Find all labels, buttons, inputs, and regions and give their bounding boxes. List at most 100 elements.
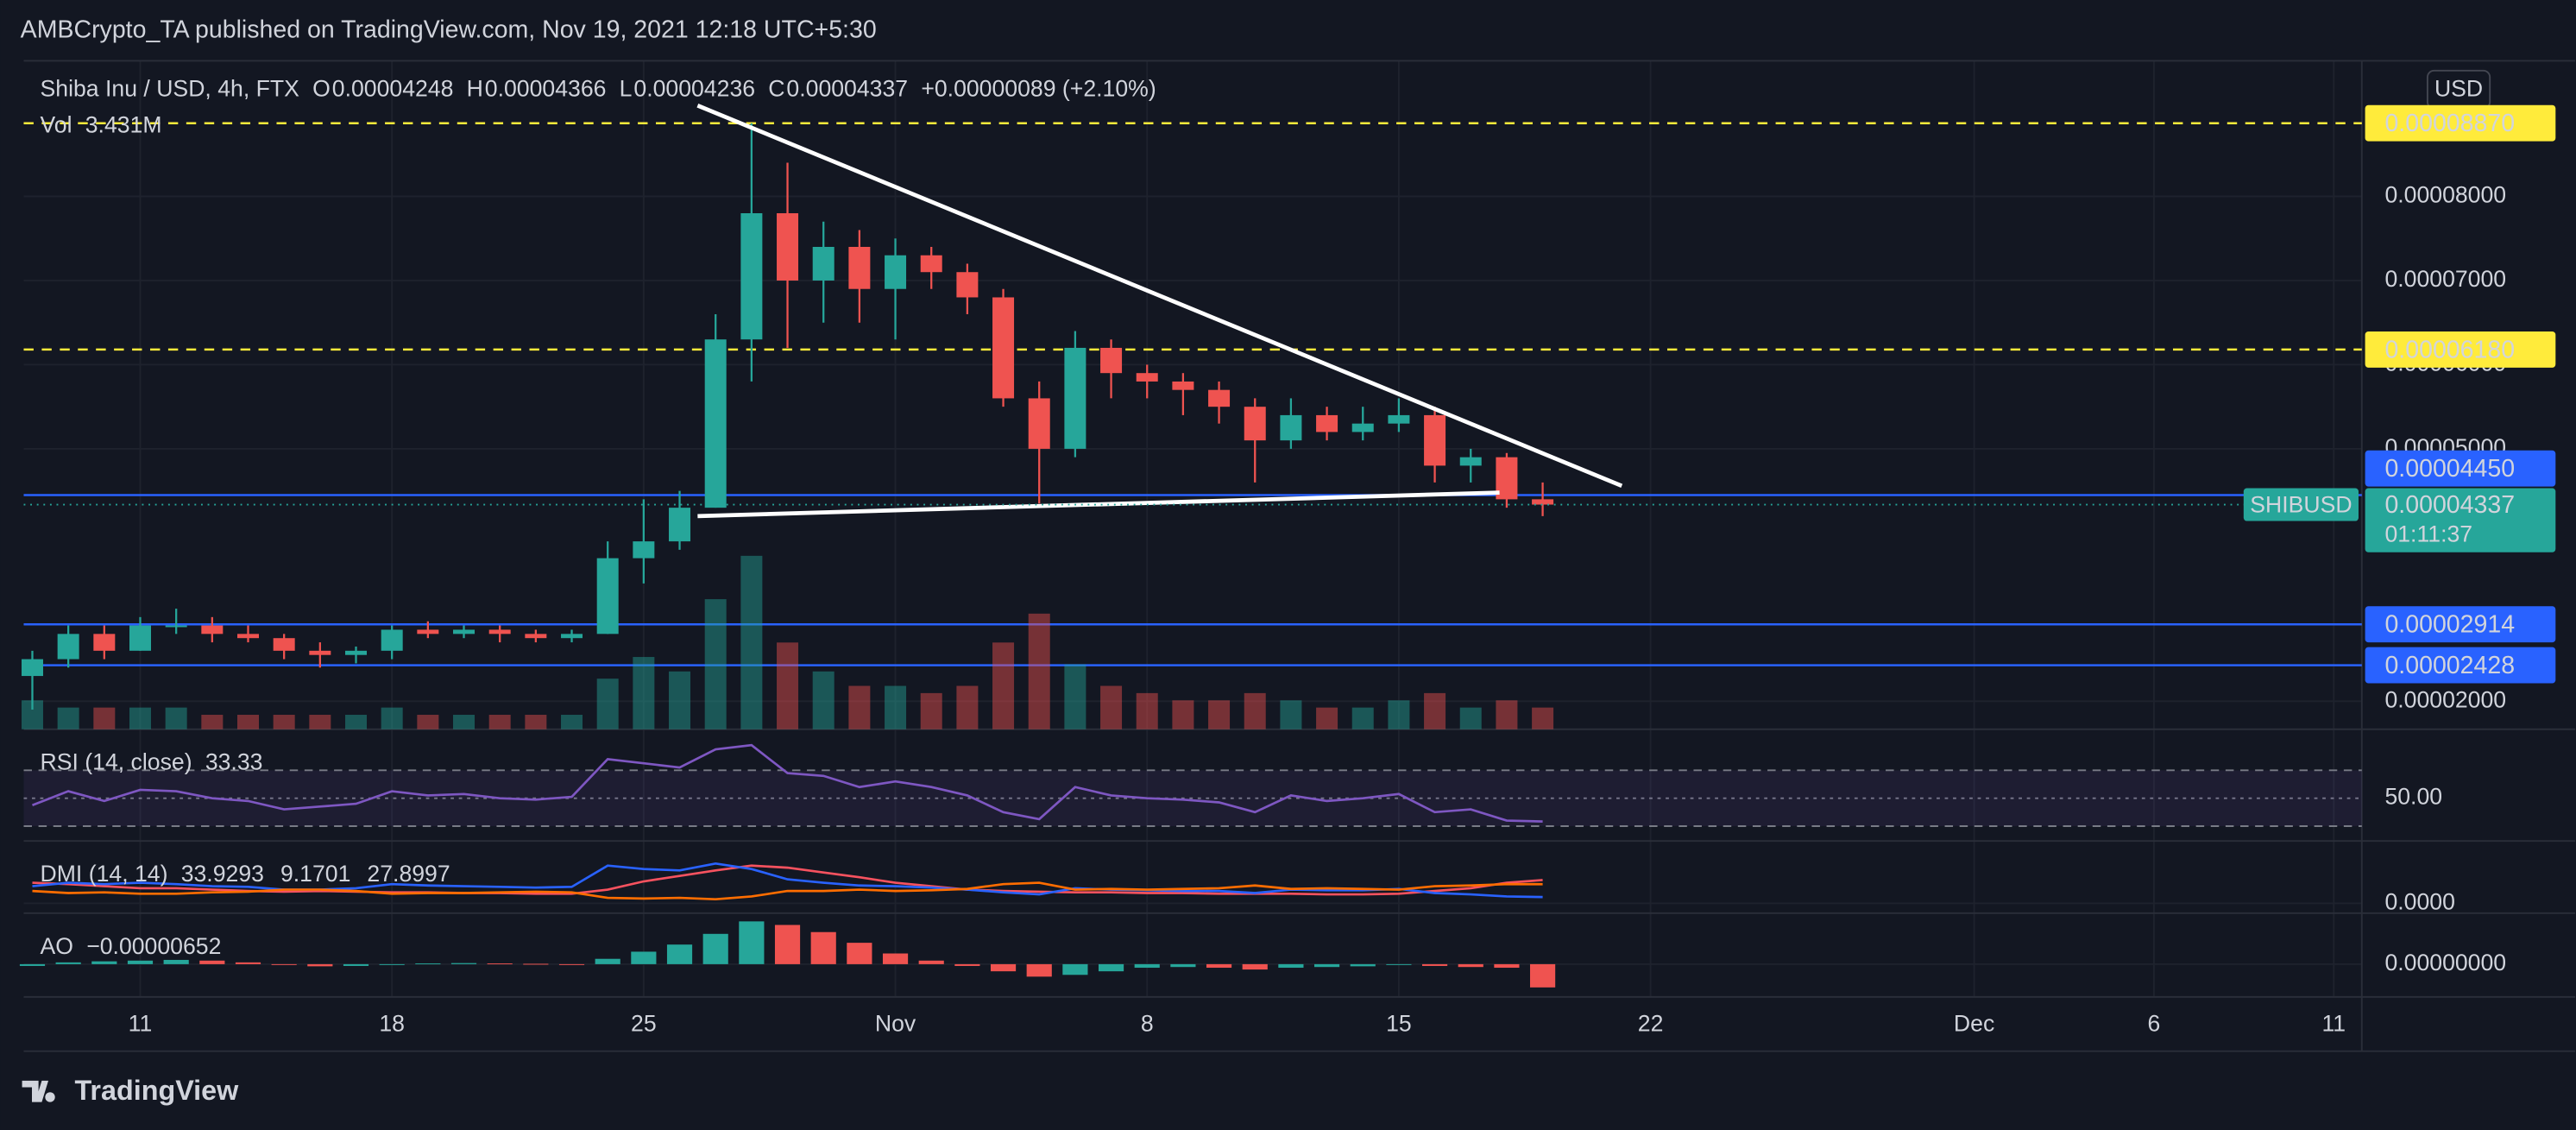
publisher-header: AMBCrypto_TA published on TradingView.co…: [21, 16, 877, 44]
candle-body: [129, 625, 151, 651]
ao-bar: [1350, 963, 1376, 967]
candle-body: [525, 634, 547, 639]
volume-bar: [1388, 700, 1410, 729]
candle-body: [1280, 414, 1302, 441]
candle-body: [1424, 414, 1446, 466]
price-level-box: [2365, 647, 2556, 684]
volume-bar: [1100, 685, 1123, 729]
trendline: [696, 104, 1623, 488]
candle-body: [345, 650, 368, 655]
ao-bar: [1386, 963, 1412, 965]
price-level-label: 0.00006180: [2384, 336, 2515, 363]
ao-bar: [774, 925, 801, 964]
volume-bar: [129, 707, 151, 729]
price-level-label: 0.00002914: [2384, 611, 2515, 639]
ao-bar: [343, 963, 369, 966]
y-tick-label: 50.00: [2384, 784, 2442, 810]
ohlc-value: 0.00004248: [332, 76, 454, 102]
ao-bar: [1494, 963, 1520, 969]
x-tick-label: 18: [379, 1010, 405, 1036]
candle-body: [1351, 423, 1374, 432]
x-tick-label: 25: [631, 1010, 657, 1036]
rsi-band: [23, 770, 2362, 826]
volume-bar: [201, 715, 224, 729]
candle-body: [201, 625, 224, 634]
volume-bar: [236, 715, 260, 729]
x-tick-label: 11: [129, 1010, 153, 1036]
volume-bar: [1351, 707, 1374, 729]
indicator-line: [32, 743, 1543, 823]
ao-bar: [882, 953, 909, 964]
candle-body: [453, 629, 476, 634]
volume-bar: [488, 715, 511, 729]
volume-bar: [1028, 613, 1050, 729]
candle-body: [956, 272, 979, 298]
ao-bar: [739, 921, 765, 964]
candle-body: [1244, 407, 1266, 441]
candle-body: [1388, 414, 1410, 424]
ao-bar: [954, 963, 980, 966]
indicator-line: [32, 864, 1543, 896]
ao-bar: [666, 944, 693, 964]
ao-bar: [1026, 963, 1052, 977]
ao-bar: [523, 963, 549, 965]
y-tick-label: 0.00002000: [2384, 686, 2506, 712]
candle-body: [777, 213, 799, 281]
candle-body: [1316, 414, 1338, 432]
candle-body: [488, 629, 511, 634]
volume-bar: [1459, 707, 1482, 729]
candle-body: [417, 629, 439, 634]
ao-bar: [415, 963, 441, 965]
volume-title: Vol: [41, 112, 72, 138]
volume-bar: [740, 555, 763, 729]
volume-bar: [920, 692, 942, 729]
y-tick-label: 0.00000000: [2384, 950, 2506, 975]
countdown-label: 01:11:37: [2384, 521, 2472, 547]
x-tick-label: 22: [1638, 1010, 1664, 1036]
current-price-box: [2365, 488, 2556, 552]
candle-body: [704, 339, 727, 508]
volume-bar: [812, 671, 835, 729]
volume-bar: [561, 715, 583, 729]
candle-body: [848, 246, 871, 289]
trendline: [697, 490, 1500, 519]
ao-bar: [163, 959, 189, 964]
candle-body: [561, 634, 583, 639]
candle-body: [1028, 398, 1050, 449]
currency-label: USD: [2434, 76, 2483, 102]
volume-bar: [1496, 700, 1518, 729]
volume-bar: [669, 671, 691, 729]
indicator-title: RSI (14, close): [41, 749, 192, 775]
x-tick-label: 6: [2148, 1010, 2161, 1036]
ao-bar: [1530, 963, 1556, 988]
ao-bar: [487, 963, 513, 965]
volume-bar: [273, 715, 295, 729]
price-level-box: [2365, 606, 2556, 643]
ao-bar: [1062, 963, 1088, 975]
candle-body: [740, 213, 763, 340]
ohlc-label: C: [768, 76, 784, 102]
candle-body: [273, 638, 295, 651]
candle-body: [1172, 381, 1194, 390]
price-level-box: [2365, 450, 2556, 487]
ao-bar: [1242, 963, 1268, 970]
ohlc-label: H: [467, 76, 483, 102]
ohlc-value: 0.00004236: [633, 76, 755, 102]
x-tick-label: Dec: [1954, 1010, 1994, 1036]
candle-body: [669, 508, 691, 542]
volume-bar: [1532, 707, 1554, 729]
price-level-label: 0.00004450: [2384, 455, 2515, 483]
ao-bar: [847, 943, 872, 964]
volume-bar: [93, 707, 116, 729]
volume-bar: [596, 679, 619, 729]
volume-bar: [1244, 692, 1266, 729]
ao-bar: [702, 933, 728, 964]
indicator-value: 27.8997: [367, 861, 450, 887]
candle-body: [165, 625, 187, 628]
ohlc-value: 0.00004366: [485, 76, 607, 102]
candle-body: [1459, 457, 1482, 466]
ao-bar: [127, 960, 154, 964]
candle-body: [57, 634, 79, 660]
x-tick-label: Nov: [875, 1010, 916, 1036]
